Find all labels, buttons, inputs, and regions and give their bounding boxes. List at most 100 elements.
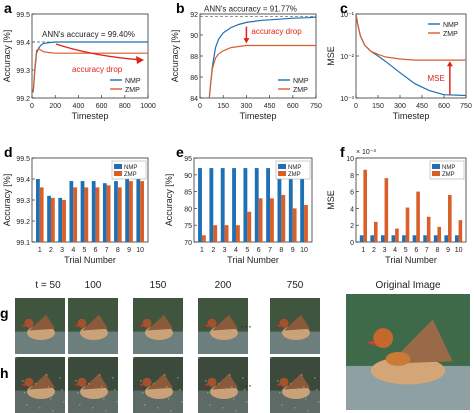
noise-pixel [218, 383, 220, 385]
annotation-text: MSE [428, 74, 445, 83]
x-tick-label: 1 [200, 247, 204, 254]
y-tick-label: 99.3 [16, 198, 30, 205]
y-multiplier: × 10⁻³ [356, 149, 377, 156]
y-tick-label: 99.4 [16, 40, 30, 47]
noise-pixel [179, 389, 181, 391]
series-line-nmp [32, 41, 148, 93]
noise-pixel [281, 404, 283, 406]
y-tick-label: 85 [184, 190, 192, 197]
x-tick-label: 9 [291, 247, 295, 254]
noise-pixel [164, 374, 166, 376]
x-tick-label: 5 [245, 247, 249, 254]
x-tick-label: 7 [105, 247, 109, 254]
duck-wing [82, 314, 108, 331]
y-tick-label: 75 [184, 223, 192, 230]
series-line-zmp [208, 44, 316, 99]
x-tick-label: 2 [211, 247, 215, 254]
panel-letter-f: f [340, 144, 345, 160]
noise-pixel [79, 404, 81, 406]
bar-nmp [455, 235, 459, 242]
bar-zmp [395, 228, 399, 242]
water [133, 390, 183, 413]
duck-wing [147, 373, 173, 390]
noise-pixel [177, 377, 179, 379]
y-tick-label: 90 [184, 173, 192, 180]
noise-pixel [77, 392, 79, 394]
bar-zmp [437, 226, 442, 242]
y-tick-label: 2 [350, 223, 354, 230]
noise-pixel [39, 407, 41, 409]
x-tick-label: 0 [30, 103, 34, 110]
sim-image [270, 298, 320, 354]
noise-pixel [233, 398, 235, 400]
panel-b: 84 86 88 90 92 Accuracy [%] Timestep 0 150 300 450… [170, 4, 322, 121]
x-tick-label: 4 [234, 247, 238, 254]
arrow-head [136, 56, 144, 64]
noise-pixel [205, 380, 207, 382]
bar-zmp [448, 194, 452, 242]
y-tick-label: 92 [190, 12, 198, 19]
bar-nmp [266, 168, 271, 242]
legend-swatch [432, 164, 440, 169]
x-tick-label: 10 [136, 247, 144, 254]
x-tick-label: 300 [394, 103, 406, 110]
duck-beak [204, 383, 208, 387]
bar-zmp [384, 178, 389, 242]
panel-letter-c: c [340, 0, 348, 16]
duck-head [207, 318, 217, 328]
bar-nmp [114, 181, 118, 242]
bar-zmp [281, 194, 286, 242]
annotation-text: accuracy drop [251, 27, 302, 36]
noise-pixel [24, 392, 26, 394]
x-tick-label: 600 [438, 103, 450, 110]
bar-nmp [102, 183, 107, 242]
bar-nmp [80, 181, 85, 242]
panel-a: 99.2 99.3 99.4 99.5 Accuracy [%] Timestep 0 200… [2, 12, 156, 121]
bar-zmp [129, 181, 133, 242]
legend-label: ZMP [443, 31, 458, 38]
noise-pixel [105, 410, 107, 412]
noise-pixel [181, 401, 183, 403]
noise-pixel [242, 377, 244, 379]
x-tick-label: 2 [49, 247, 53, 254]
noise-pixel [155, 395, 157, 397]
y-tick-label: 70 [184, 240, 192, 247]
x-axis-label: Timestep [240, 111, 277, 121]
duck-head [279, 318, 289, 328]
arrow-head [446, 61, 453, 67]
noise-pixel [114, 389, 116, 391]
water [68, 390, 118, 413]
duck-beak [21, 324, 25, 328]
legend-label: NMP [293, 78, 309, 85]
x-tick-label: 3 [60, 247, 64, 254]
bar-zmp [373, 221, 378, 242]
noise-pixel [153, 383, 155, 385]
bar-zmp [84, 187, 89, 242]
bar-nmp [220, 168, 225, 242]
noise-pixel [22, 380, 24, 382]
duck-beak [74, 324, 78, 328]
y-tick-label: 99.1 [16, 240, 30, 247]
water [133, 331, 183, 354]
y-tick-label: 99.2 [16, 219, 30, 226]
x-tick-label: 750 [460, 103, 472, 110]
bar-nmp [36, 179, 40, 242]
bar-zmp [247, 211, 252, 242]
bar-nmp [91, 181, 96, 242]
x-tick-label: 450 [416, 103, 428, 110]
legend-label: ZMP [288, 172, 301, 178]
noise-pixel [294, 407, 296, 409]
x-tick-label: 3 [223, 247, 227, 254]
water [270, 390, 320, 413]
noise-pixel [303, 386, 305, 388]
panel-letter-e: e [176, 144, 184, 160]
duck-beak [139, 324, 143, 328]
x-tick-label: 400 [73, 103, 85, 110]
duck-chest [385, 352, 411, 366]
noise-pixel [142, 392, 144, 394]
y-tick-label: 88 [190, 54, 198, 61]
y-tick-label: 99.5 [16, 12, 30, 19]
bar-nmp [423, 235, 427, 242]
bar-zmp [458, 220, 463, 242]
y-tick-label: 95 [184, 156, 192, 163]
